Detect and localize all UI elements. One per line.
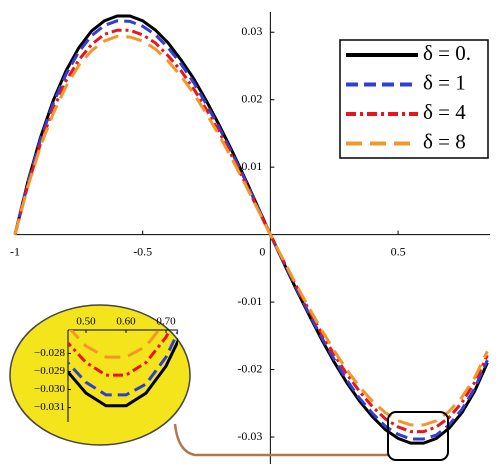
inset-plot [68,330,178,408]
inset-y-tick-label: −0.031 [34,401,65,413]
x-tick-label: 0.5 [391,244,406,258]
inset-series-line [68,330,161,359]
zoom-box [387,411,449,461]
y-tick-label: -0.01 [237,294,262,308]
x-tick-label: 0 [259,244,265,258]
series-line [13,34,489,427]
y-tick-label: -0.02 [237,361,262,375]
inset-series-line [68,330,178,397]
legend-label: δ = 4 [423,100,466,124]
y-tick-label: 0.02 [241,91,262,105]
inset-x-tick-label: 0.50 [76,316,96,328]
y-tick-label: -0.03 [237,429,262,443]
inset-x-tick-label: 0.70 [156,316,176,328]
inset-y-tick-label: −0.029 [34,365,65,377]
connector [173,423,388,457]
inset-y-tick-label: −0.030 [34,383,65,395]
legend-label: δ = 8 [423,129,466,153]
inset-series-line [68,337,178,408]
inset: 0.50 0.60 0.70 −0.028 −0.029 −0.030 −0.031 [34,316,178,422]
legend-label: δ = 0. [423,41,471,65]
x-tick-label: -1 [10,244,20,258]
legend-label: δ = 1 [423,70,466,94]
inset-background [9,304,191,446]
x-tick-label: -0.5 [133,244,152,258]
y-tick-label: 0.03 [241,24,262,38]
inset-x-tick-label: 0.60 [116,316,136,328]
plot-area: -1 -0.5 0 0.5 -0.03 -0.02 -0.01 0.01 0.02 0.03 [10,12,490,464]
y-tick-label: 0.01 [241,159,262,173]
legend-box [339,39,489,159]
legend: δ = 0. δ = 1 δ = 4 δ = 8 [346,41,471,153]
inset-y-tick-label: −0.028 [34,347,65,359]
